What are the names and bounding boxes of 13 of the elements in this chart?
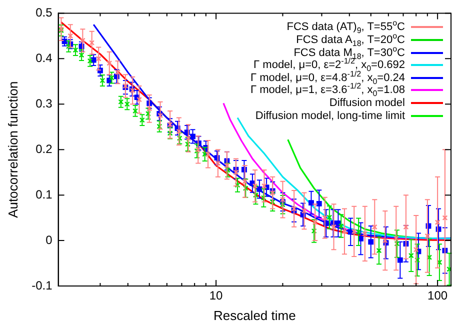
y-tick-label: 0 (46, 232, 53, 247)
y-tick-label: 0.5 (36, 6, 53, 20)
x-tick-label: 100 (428, 288, 448, 303)
y-tick-label: 0.2 (36, 142, 53, 156)
x-tick-label: 10 (209, 288, 224, 303)
legend-label: Diffusion model (329, 97, 405, 110)
y-tick-label: 0.3 (36, 96, 53, 110)
legend-label: Diffusion model, long-time limit (255, 110, 405, 122)
x-axis-title: Rescaled time (213, 308, 296, 323)
y-axis-title: Autocorrelation function (5, 81, 20, 218)
y-tick-label: 0.4 (36, 50, 53, 65)
y-tick-label: -0.1 (32, 278, 53, 292)
y-tick-label: 0.1 (36, 187, 53, 202)
